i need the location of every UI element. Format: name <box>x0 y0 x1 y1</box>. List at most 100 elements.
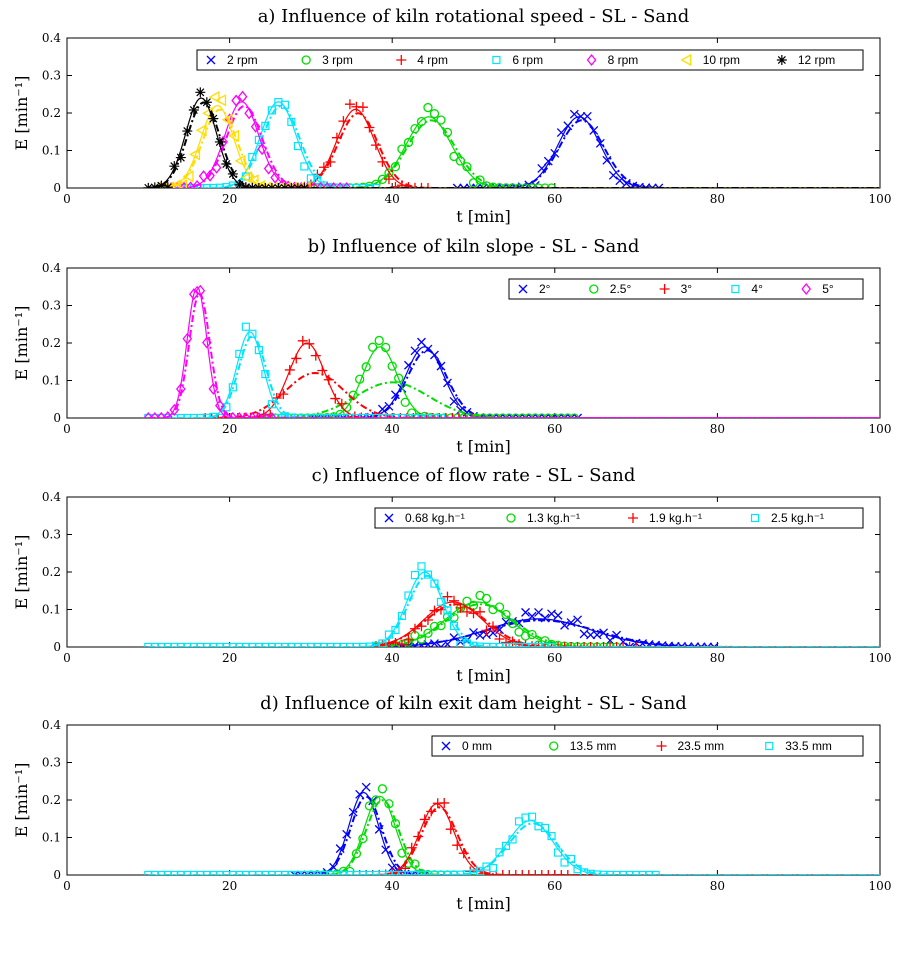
data-point <box>534 413 543 418</box>
data-point <box>417 337 426 347</box>
data-point <box>352 413 361 418</box>
model-curve <box>359 803 880 875</box>
x-tick-label: 100 <box>869 422 892 436</box>
legend-label: 23.5 mm <box>678 739 725 753</box>
data-point <box>342 829 352 839</box>
x-tick-label: 40 <box>385 422 400 436</box>
data-point <box>465 413 475 418</box>
data-point <box>196 870 205 875</box>
model-curve <box>148 331 880 418</box>
data-point <box>546 183 557 188</box>
data-point <box>520 631 531 641</box>
data-point <box>231 94 241 107</box>
legend-marker <box>731 284 740 294</box>
data-point <box>355 789 365 799</box>
data-point <box>423 102 433 113</box>
data-point <box>390 818 401 829</box>
data-point <box>365 413 374 418</box>
data-point <box>430 413 439 418</box>
data-point <box>423 570 433 579</box>
data-point <box>514 413 524 418</box>
data-point <box>215 642 224 647</box>
data-point <box>416 634 427 644</box>
data-point <box>228 129 240 142</box>
data-point <box>605 635 615 645</box>
data-point <box>176 870 185 875</box>
data-point <box>422 614 433 625</box>
data-point <box>209 642 218 647</box>
data-point <box>410 346 420 356</box>
legend-marker <box>750 513 760 523</box>
data-point <box>208 90 220 104</box>
model-curve <box>245 108 880 188</box>
data-point <box>569 413 579 418</box>
data-point <box>176 183 185 188</box>
data-point <box>144 642 153 647</box>
data-point <box>263 162 274 175</box>
legend-label: 5° <box>822 282 834 296</box>
data-point <box>494 634 505 645</box>
y-tick-label: 0.3 <box>42 69 61 83</box>
data-point <box>514 642 524 647</box>
data-point <box>537 413 547 418</box>
data-point <box>293 642 302 647</box>
legend-marker <box>586 53 597 67</box>
data-point <box>150 642 159 647</box>
data-point <box>481 181 492 188</box>
data-point <box>323 374 334 385</box>
data-point <box>313 642 322 647</box>
data-point <box>261 870 270 875</box>
data-point <box>589 125 599 135</box>
chart-title: a) Influence of kiln rotational speed - … <box>258 6 690 27</box>
data-point <box>540 642 550 647</box>
data-point <box>523 870 534 875</box>
data-point <box>241 870 250 875</box>
legend-marker <box>396 55 407 65</box>
legend-label: 6 rpm <box>512 53 543 67</box>
dashdot-curve <box>148 822 880 875</box>
data-point <box>498 413 508 418</box>
data-point <box>530 870 541 875</box>
data-point <box>540 823 550 833</box>
data-point <box>228 383 237 392</box>
legend-label: 4 rpm <box>417 53 448 67</box>
data-point <box>417 562 426 571</box>
series-3 <box>144 562 880 647</box>
data-point <box>458 848 469 859</box>
legend-marker <box>801 282 812 296</box>
data-point <box>221 411 232 418</box>
data-point <box>247 182 258 188</box>
data-point <box>429 605 440 616</box>
data-point <box>460 413 471 418</box>
dashdot-curve <box>148 291 880 418</box>
data-point <box>169 179 181 188</box>
data-point <box>455 602 466 613</box>
data-point <box>189 148 201 161</box>
data-point <box>371 870 381 875</box>
data-point <box>261 642 270 647</box>
data-point <box>202 336 212 349</box>
data-point <box>326 413 335 418</box>
chart-title: b) Influence of kiln slope - SL - Sand <box>308 236 640 257</box>
data-point <box>176 179 188 188</box>
data-point <box>170 642 179 647</box>
data-point <box>524 413 534 418</box>
y-tick-label: 0.1 <box>42 831 61 845</box>
legend-label: 0.68 kg.h⁻¹ <box>405 511 465 525</box>
data-point <box>396 180 407 188</box>
model-curve <box>294 791 880 875</box>
x-tick-label: 80 <box>710 192 725 206</box>
dashdot-curve <box>294 795 880 875</box>
dashdot-curve <box>262 381 880 418</box>
x-tick-label: 40 <box>385 651 400 665</box>
data-point <box>150 870 159 875</box>
y-axis-label: E [min⁻¹] <box>12 76 31 151</box>
y-tick-label: 0.2 <box>42 106 61 120</box>
data-point <box>419 814 430 825</box>
data-point <box>299 183 310 188</box>
data-point <box>248 642 257 647</box>
data-point <box>472 183 482 188</box>
data-point <box>566 854 576 864</box>
legend-label: 13.5 mm <box>570 739 617 753</box>
data-point <box>547 642 556 647</box>
